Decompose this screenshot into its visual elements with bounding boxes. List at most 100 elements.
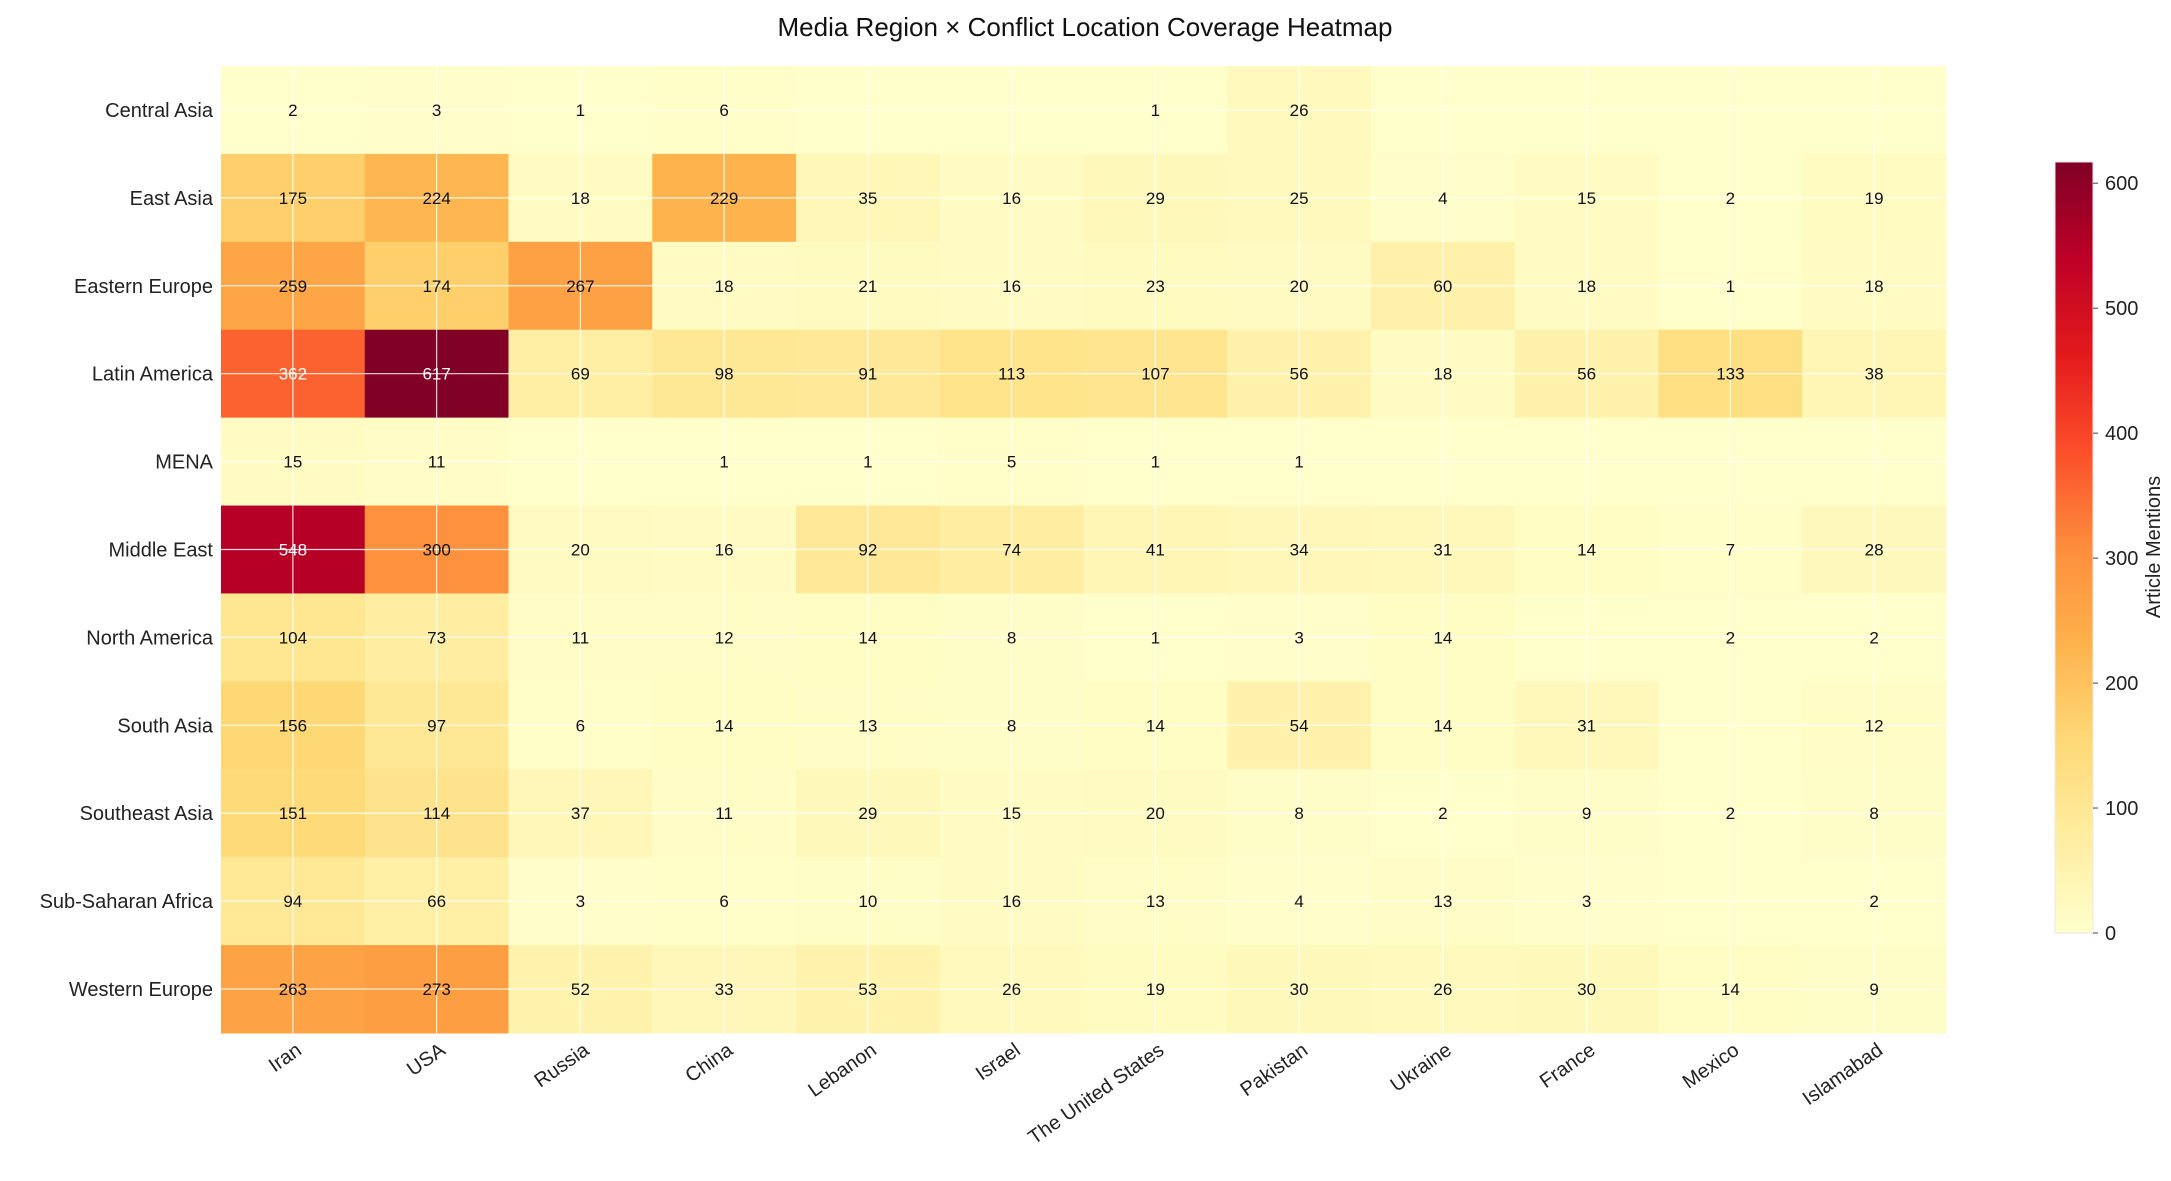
chart-title: Media Region × Conflict Location Coverag…	[778, 12, 1393, 42]
cell-value-label: 20	[571, 541, 590, 560]
cell-value-label: 29	[1146, 189, 1165, 208]
cell-value-label: 56	[1290, 365, 1309, 384]
cell-value-label: 56	[1577, 365, 1596, 384]
cell-value-label: 1	[576, 101, 585, 120]
cell-value-label: 11	[428, 453, 446, 472]
cell-value-label: 20	[1146, 804, 1165, 823]
cell-value-label: 114	[423, 804, 450, 823]
cell-value-label: 16	[1002, 892, 1021, 911]
cell-value-label: 1	[1151, 628, 1160, 647]
cell-value-label: 8	[1294, 804, 1303, 823]
colorbar-tick-label: 0	[2105, 923, 2116, 945]
cell-value-label: 151	[279, 804, 307, 823]
cell-value-label: 6	[576, 716, 585, 735]
cell-value-label: 73	[427, 628, 446, 647]
colorbar-gradient	[2054, 161, 2094, 934]
colorbar-tick-labels: 0 100 200 300 400 500 600	[2093, 173, 2138, 945]
cell-value-label: 74	[1002, 541, 1021, 560]
colorbar-label: Article Mentions	[2143, 476, 2165, 618]
x-tick-label: China	[682, 1039, 738, 1087]
cell-value-label: 29	[858, 804, 877, 823]
cell-value-label: 26	[1290, 101, 1309, 120]
x-tick-label: The United States	[1024, 1039, 1168, 1149]
cell-value-label: 38	[1865, 365, 1884, 384]
cell-value-label: 18	[571, 189, 590, 208]
cell-value-label: 133	[1716, 365, 1744, 384]
y-tick-label: Middle East	[109, 540, 214, 562]
cell-value-label: 18	[1577, 277, 1596, 296]
y-tick-label: MENA	[155, 452, 213, 474]
cell-value-label: 1	[1726, 277, 1735, 296]
cell-value-label: 19	[1865, 189, 1884, 208]
cell-value-label: 31	[1577, 716, 1596, 735]
cell-value-label: 156	[279, 716, 307, 735]
cell-value-label: 15	[1002, 804, 1021, 823]
cell-value-label: 14	[858, 628, 877, 647]
y-tick-label: Eastern Europe	[74, 276, 213, 298]
cell-value-label: 30	[1577, 980, 1596, 999]
x-tick-label: Lebanon	[804, 1039, 880, 1102]
cell-value-label: 174	[422, 277, 450, 296]
cell-value-label: 2	[1869, 628, 1878, 647]
cell-value-label: 53	[858, 980, 877, 999]
cell-value-label: 26	[1433, 980, 1452, 999]
cell-value-label: 14	[1433, 628, 1452, 647]
cell-value-label: 52	[571, 980, 590, 999]
colorbar: 0 100 200 300 400 500 600 Article Mentions	[2054, 161, 2165, 945]
cell-value-label: 175	[279, 189, 307, 208]
y-tick-label: South Asia	[117, 715, 214, 737]
cell-value-label: 8	[1007, 716, 1016, 735]
cell-value-label: 92	[858, 541, 877, 560]
cell-value-label: 2	[1726, 628, 1735, 647]
colorbar-tick-label: 100	[2105, 798, 2138, 820]
x-axis-tick-labels: Iran USA Russia China Lebanon Israel The Unite…	[265, 1039, 1887, 1149]
x-tick-label: USA	[403, 1039, 450, 1081]
cell-value-label: 8	[1869, 804, 1878, 823]
cell-value-label: 19	[1146, 980, 1165, 999]
cell-value-label: 37	[571, 804, 590, 823]
colorbar-tick-label: 300	[2105, 548, 2138, 570]
cell-value-label: 548	[279, 541, 307, 560]
cell-value-label: 25	[1290, 189, 1309, 208]
cell-value-label: 5	[1007, 453, 1016, 472]
cell-value-label: 6	[719, 101, 728, 120]
cell-value-label: 2	[1869, 892, 1878, 911]
cell-value-label: 16	[715, 541, 734, 560]
cell-value-label: 224	[422, 189, 450, 208]
cell-value-label: 11	[572, 628, 590, 647]
cell-value-label: 2	[1726, 804, 1735, 823]
cell-value-label: 14	[1577, 541, 1596, 560]
y-tick-label: Western Europe	[69, 979, 213, 1001]
cell-value-label: 18	[715, 277, 734, 296]
y-tick-label: Central Asia	[105, 100, 214, 122]
cell-value-label: 113	[998, 365, 1025, 384]
cell-value-label: 34	[1290, 541, 1309, 560]
cell-value-label: 7	[1726, 541, 1735, 560]
cell-value-label: 33	[715, 980, 734, 999]
cell-value-label: 15	[283, 453, 302, 472]
cell-value-label: 14	[1146, 716, 1165, 735]
cell-value-label: 13	[1146, 892, 1165, 911]
cell-value-label: 13	[858, 716, 877, 735]
cell-value-label: 12	[715, 628, 734, 647]
cell-value-label: 91	[858, 365, 877, 384]
colorbar-tick-label: 500	[2105, 298, 2138, 320]
cell-value-label: 4	[1438, 189, 1447, 208]
cell-value-label: 3	[1294, 628, 1303, 647]
cell-value-label: 98	[715, 365, 734, 384]
cell-value-label: 97	[427, 716, 446, 735]
cell-value-label: 15	[1577, 189, 1596, 208]
cell-value-label: 1	[1151, 101, 1160, 120]
cell-value-label: 9	[1582, 804, 1591, 823]
gridlines	[221, 66, 1946, 1033]
y-tick-label: East Asia	[130, 188, 214, 210]
cell-value-label: 2	[288, 101, 297, 120]
cell-value-label: 1	[719, 453, 728, 472]
cell-value-label: 69	[571, 365, 590, 384]
cell-value-label: 14	[715, 716, 734, 735]
cell-value-label: 2	[1438, 804, 1447, 823]
cell-value-label: 3	[1582, 892, 1591, 911]
cell-value-label: 12	[1865, 716, 1884, 735]
